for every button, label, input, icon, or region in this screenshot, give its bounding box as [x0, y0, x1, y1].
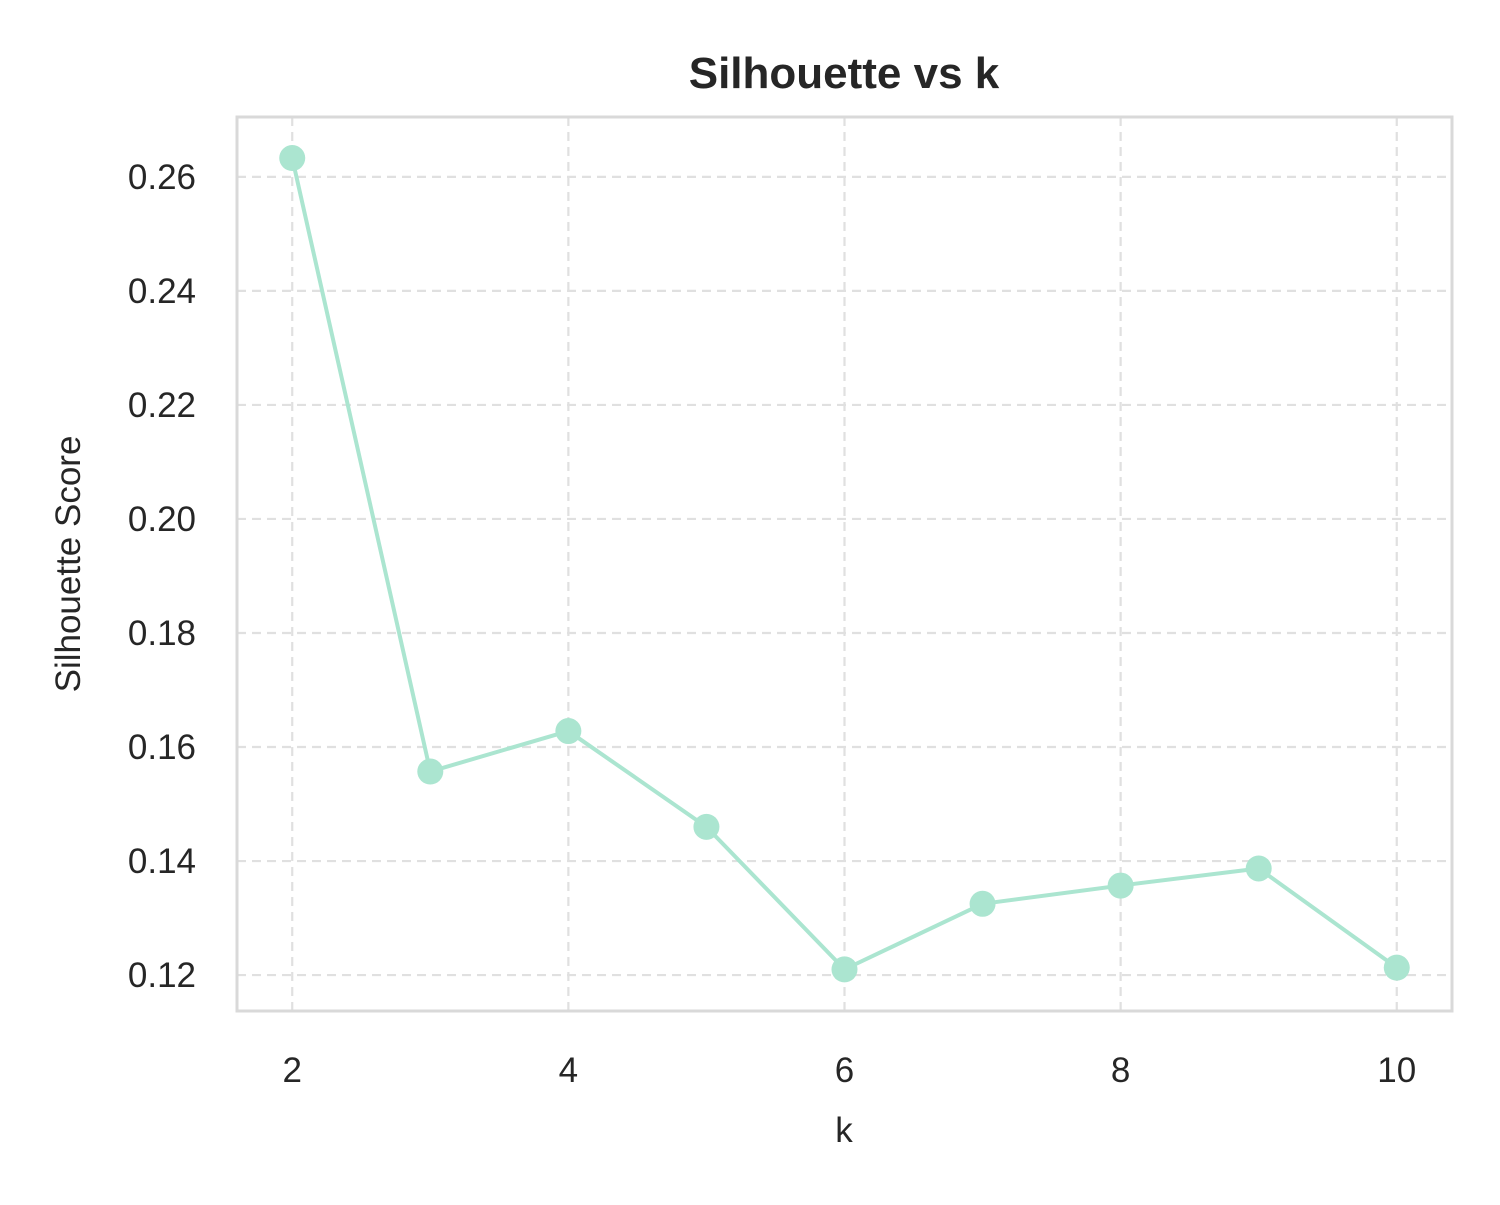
y-tick-label: 0.24: [128, 272, 196, 311]
y-axis-ticks: 0.12 0.14 0.16 0.18 0.20 0.22 0.24 0.26: [128, 158, 196, 995]
y-tick-label: 0.16: [128, 728, 196, 767]
data-point: [1245, 855, 1272, 882]
x-axis-label: k: [835, 1111, 853, 1150]
data-point: [1383, 954, 1410, 981]
x-tick-label: 8: [1111, 1051, 1130, 1090]
y-tick-label: 0.22: [128, 386, 196, 425]
grid: [237, 117, 1452, 1011]
plot-frame: [235, 115, 1454, 1013]
x-tick-label: 6: [835, 1051, 854, 1090]
y-tick-label: 0.12: [128, 956, 196, 995]
chart-title: Silhouette vs k: [689, 49, 1000, 98]
data-point: [831, 956, 858, 983]
y-tick-label: 0.20: [128, 500, 196, 539]
y-tick-label: 0.18: [128, 614, 196, 653]
y-axis-label: Silhouette Score: [49, 436, 88, 693]
x-axis-ticks: 2 4 6 8 10: [282, 1051, 1416, 1090]
data-point: [969, 890, 996, 917]
y-tick-label: 0.14: [128, 842, 196, 881]
data-point: [279, 145, 306, 172]
series-line: [290, 157, 1398, 972]
data-point: [693, 813, 720, 840]
x-tick-label: 10: [1377, 1051, 1416, 1090]
data-point: [555, 718, 582, 745]
x-tick-label: 4: [559, 1051, 578, 1090]
data-point: [1107, 872, 1134, 899]
x-tick-label: 2: [282, 1051, 301, 1090]
data-point: [417, 758, 444, 785]
series-layer: [279, 145, 1410, 983]
y-tick-label: 0.26: [128, 158, 196, 197]
